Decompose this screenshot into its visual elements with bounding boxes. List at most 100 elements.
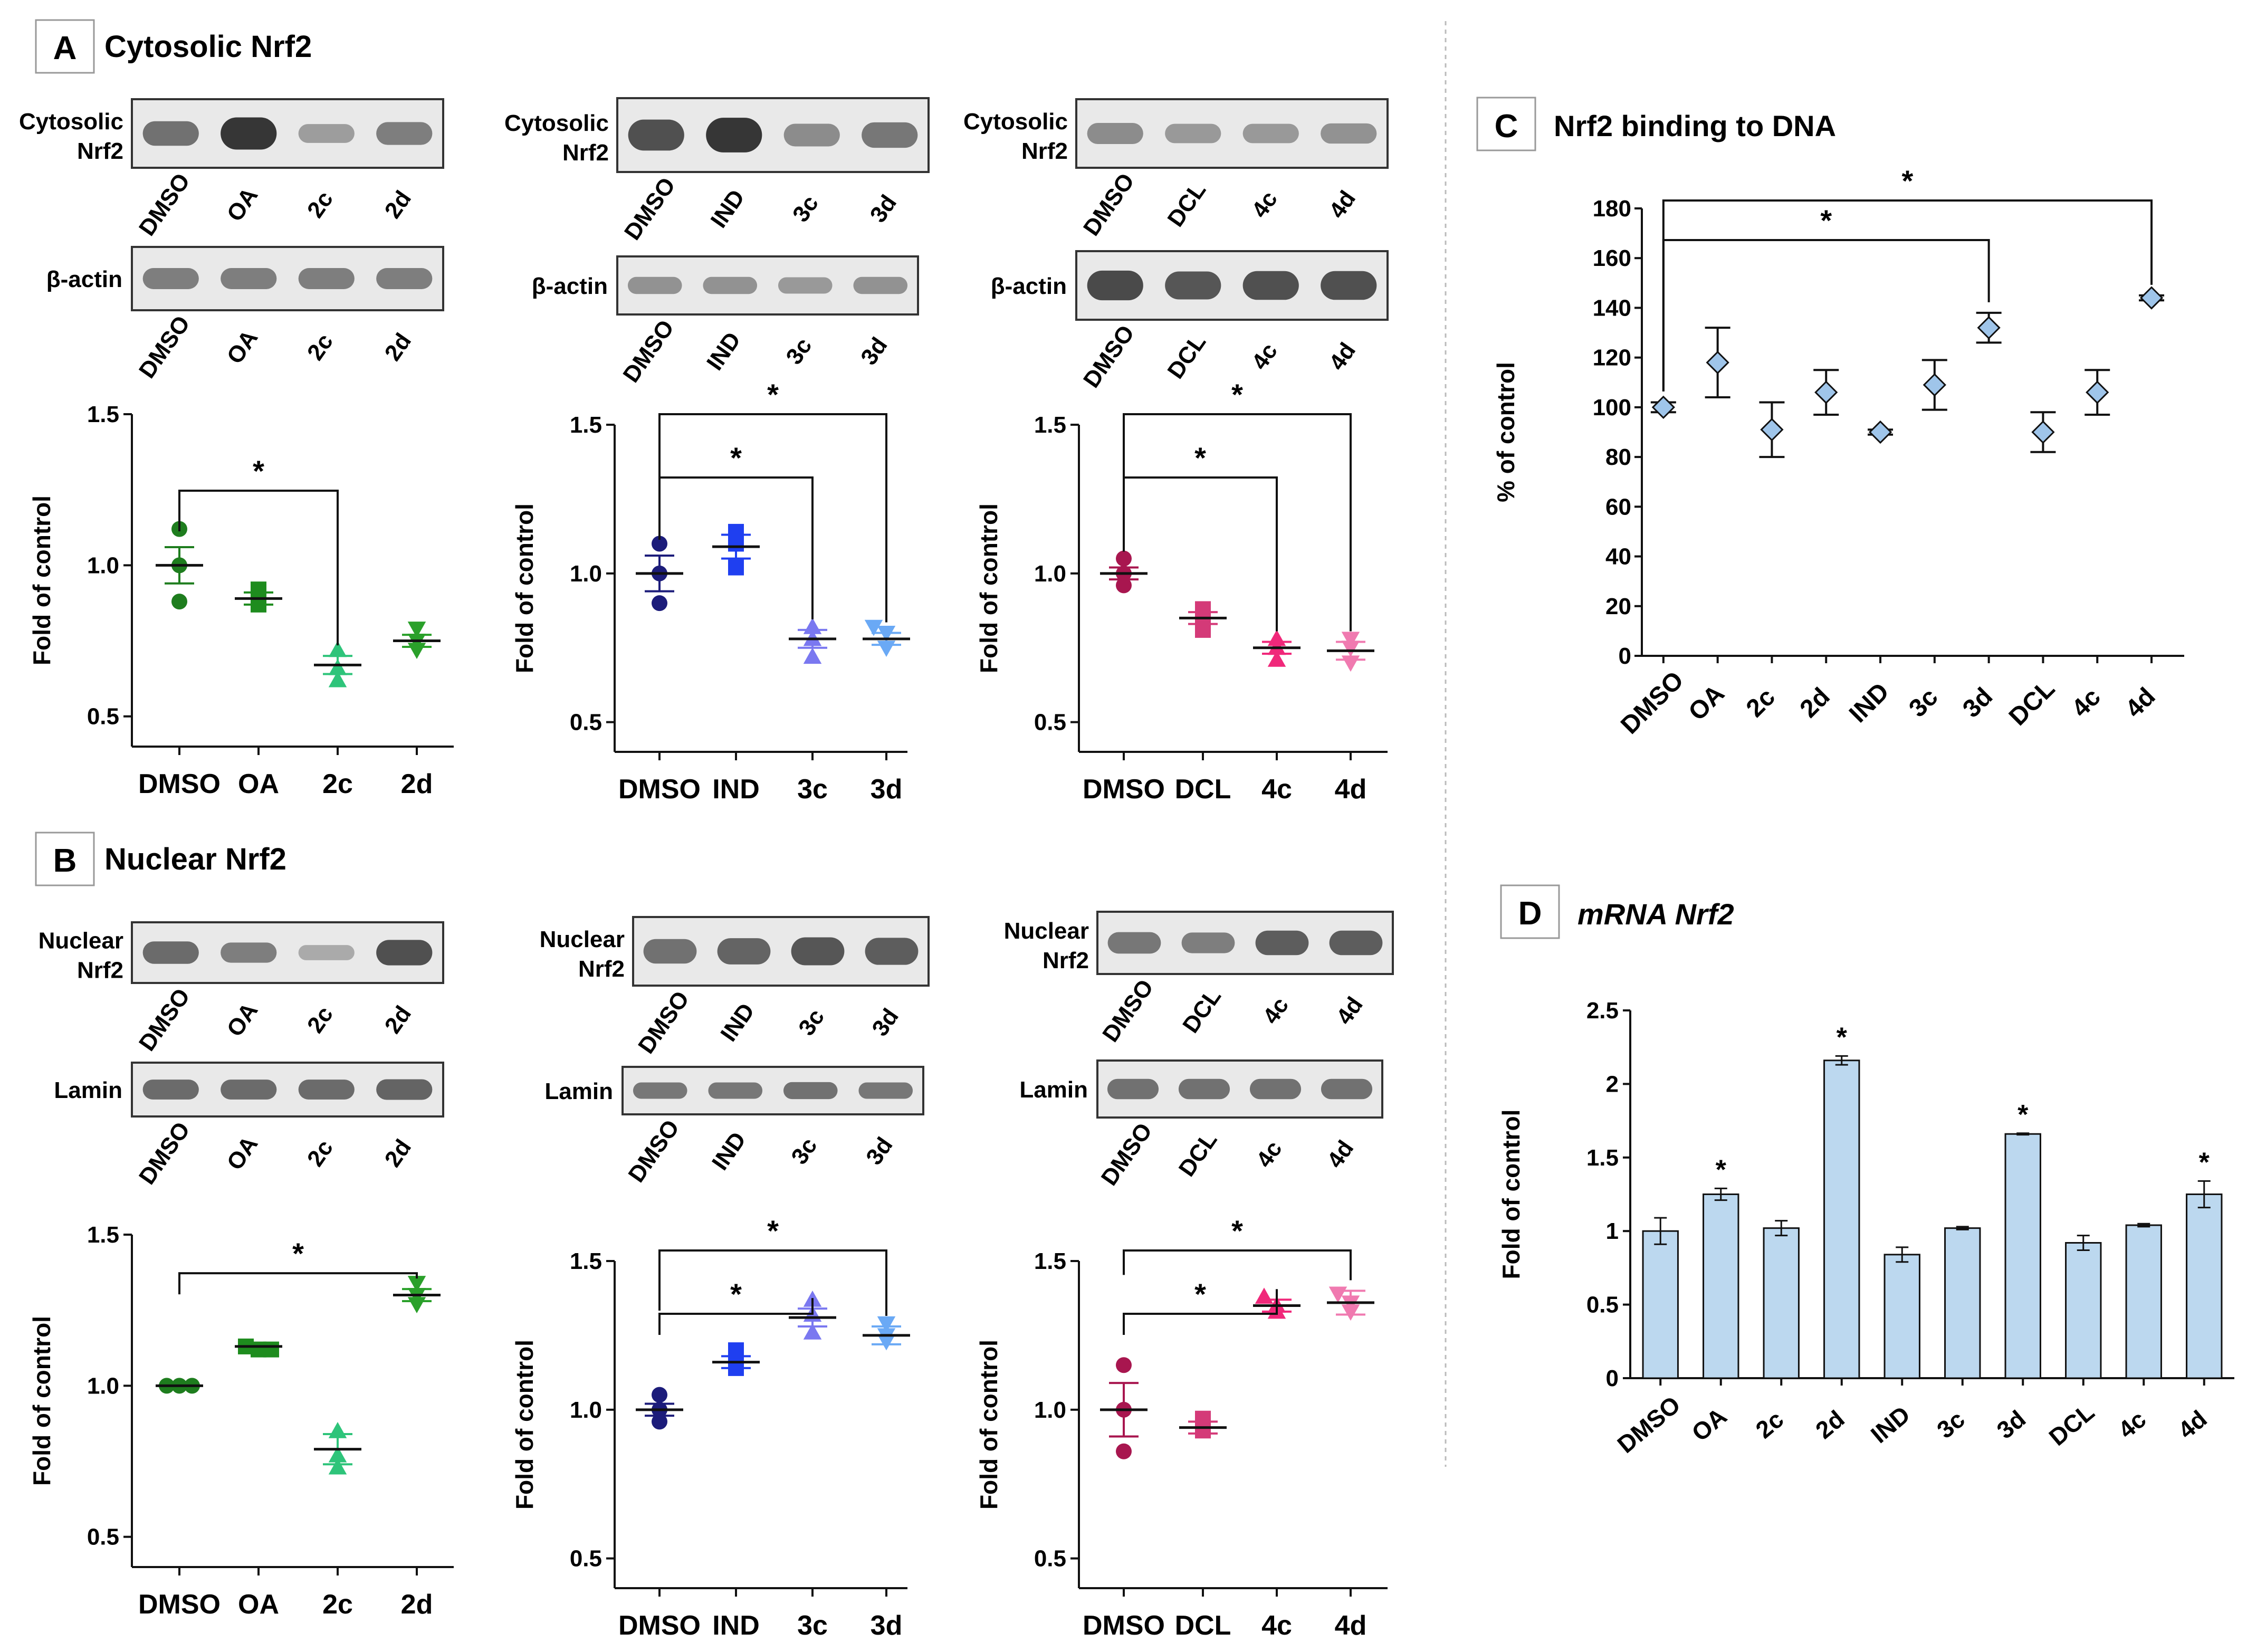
x-tick-label: 3d <box>871 774 903 805</box>
x-tick-label: DMSO <box>138 769 221 799</box>
y-tick-label: 0.5 <box>1034 710 1066 736</box>
blot-band <box>862 122 918 148</box>
significance-star: * <box>292 1237 304 1270</box>
blot-protein-label: Lamin <box>54 1077 122 1103</box>
y-tick-label: 1 <box>1606 1218 1619 1244</box>
blot-band <box>628 119 684 151</box>
significance-star: * <box>1194 1277 1206 1311</box>
blot-band <box>706 118 762 152</box>
blot-band <box>298 1080 355 1100</box>
data-point <box>864 619 883 636</box>
y-tick-label: 0.5 <box>1034 1546 1066 1572</box>
y-tick-label: 0.5 <box>87 704 119 730</box>
blot-band <box>1107 932 1161 954</box>
x-tick-label: DCL <box>1175 1610 1231 1641</box>
data-point <box>652 536 667 552</box>
x-tick-label: 2d <box>401 769 433 799</box>
y-tick-label: 1.5 <box>1034 1248 1066 1274</box>
y-tick-label: 1.5 <box>87 1222 119 1248</box>
y-tick-label: 1.5 <box>570 1248 602 1274</box>
blot-band <box>858 1082 913 1099</box>
y-tick-label: 1.0 <box>570 561 602 587</box>
significance-star: * <box>767 1214 779 1247</box>
panel-d-title: mRNA Nrf2 <box>1577 897 1734 931</box>
data-point <box>803 618 822 634</box>
blot-band <box>376 122 433 145</box>
data-point <box>728 559 744 576</box>
y-tick-label: 120 <box>1593 345 1631 371</box>
y-axis-label: Fold of control <box>28 1316 55 1486</box>
blot-protein-label: Nrf2 <box>578 956 625 982</box>
y-tick-label: 1.5 <box>1586 1145 1619 1171</box>
bar <box>2125 1224 2162 1379</box>
blot-protein-label: Nrf2 <box>1043 948 1089 973</box>
blot-band <box>1329 930 1383 956</box>
significance-bracket <box>658 1298 814 1335</box>
x-tick-label: DMSO <box>1083 1610 1165 1641</box>
blot-frame <box>1075 98 1389 169</box>
significance-bracket <box>1662 199 2153 391</box>
data-point <box>652 1387 667 1403</box>
significance-star: * <box>1716 1154 1727 1185</box>
x-tick-label: DCL <box>1175 774 1231 805</box>
significance-star: * <box>1837 1022 1848 1053</box>
data-point <box>877 1316 896 1333</box>
y-tick-label: 0.5 <box>87 1524 119 1550</box>
data-point <box>1341 632 1360 648</box>
bar <box>2186 1193 2223 1379</box>
blot-band <box>1242 271 1299 300</box>
blot-band <box>627 276 682 294</box>
blot-band <box>865 938 919 965</box>
data-point <box>328 1446 347 1463</box>
data-point <box>1341 641 1360 657</box>
blot-band <box>142 268 199 289</box>
significance-star: * <box>2199 1147 2210 1178</box>
data-point <box>1267 651 1286 667</box>
chart-A2: 0.5 1.0 1.5 Fold of control DMSO IND 3c 3d * * <box>511 378 910 805</box>
data-point <box>1923 373 1946 397</box>
data-point <box>728 536 744 552</box>
blot-protein-label: Cytosolic <box>504 110 609 136</box>
panel-c-letter: C <box>1495 108 1518 145</box>
blot-band <box>1165 271 1221 300</box>
significance-bracket <box>658 1249 887 1316</box>
x-tick-label: OA <box>238 1589 279 1620</box>
x-tick-label: 3c <box>797 1610 828 1641</box>
blot-A3L: DMSO DCL 4c 4dβ-actin <box>991 250 1389 393</box>
data-point <box>1341 1304 1360 1321</box>
blot-band <box>376 268 433 289</box>
blot-band <box>142 941 199 964</box>
y-tick-label: 40 <box>1605 544 1631 570</box>
y-tick-label: 1.5 <box>570 412 602 438</box>
data-point <box>877 626 896 642</box>
blot-band <box>791 937 845 966</box>
data-point <box>1116 1443 1132 1459</box>
y-tick-label: 20 <box>1605 594 1631 619</box>
data-point <box>803 1323 822 1340</box>
chart-B1: 0.5 1.0 1.5 Fold of control DMSO OA 2c 2d * <box>28 1222 454 1620</box>
bar <box>1763 1227 1800 1379</box>
y-tick-label: 160 <box>1593 245 1631 271</box>
blot-band <box>221 117 277 150</box>
blot-band <box>778 277 833 294</box>
data-point <box>1195 1422 1211 1439</box>
significance-star: * <box>1902 164 1914 197</box>
data-point <box>407 1297 426 1313</box>
blot-protein-label: Nrf2 <box>77 138 123 164</box>
blot-band <box>1087 270 1143 301</box>
data-point <box>1814 380 1838 404</box>
panel-c-title: Nrf2 binding to DNA <box>1554 109 1836 142</box>
y-tick-label: 0.5 <box>1586 1292 1619 1318</box>
panel-b-header: B Nuclear Nrf2 <box>35 832 286 886</box>
x-tick-label: DMSO <box>138 1589 221 1620</box>
data-point <box>328 641 347 657</box>
data-point <box>1267 629 1286 646</box>
data-point <box>877 641 896 657</box>
blot-protein-label: Cytosolic <box>963 109 1068 135</box>
x-tick-label: OA <box>238 769 279 799</box>
significance-star: * <box>1820 204 1832 237</box>
x-tick-label: IND <box>712 1610 760 1641</box>
blot-frame <box>616 255 919 316</box>
data-point <box>171 594 187 610</box>
